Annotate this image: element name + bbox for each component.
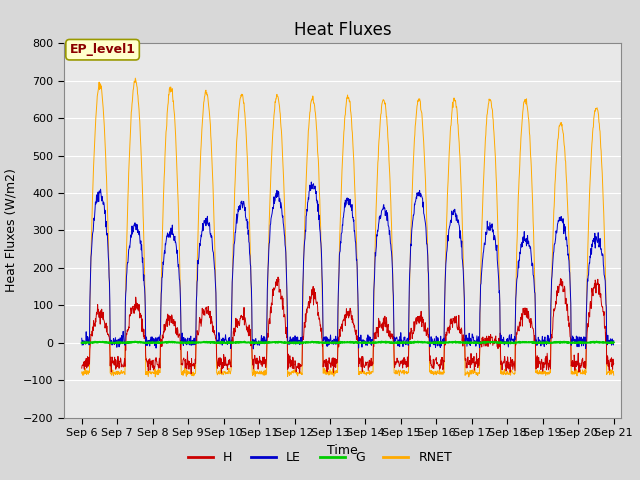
Legend: H, LE, G, RNET: H, LE, G, RNET <box>183 446 457 469</box>
Title: Heat Fluxes: Heat Fluxes <box>294 21 391 39</box>
Text: EP_level1: EP_level1 <box>70 43 136 56</box>
X-axis label: Time: Time <box>327 444 358 456</box>
Y-axis label: Heat Fluxes (W/m2): Heat Fluxes (W/m2) <box>4 168 17 292</box>
